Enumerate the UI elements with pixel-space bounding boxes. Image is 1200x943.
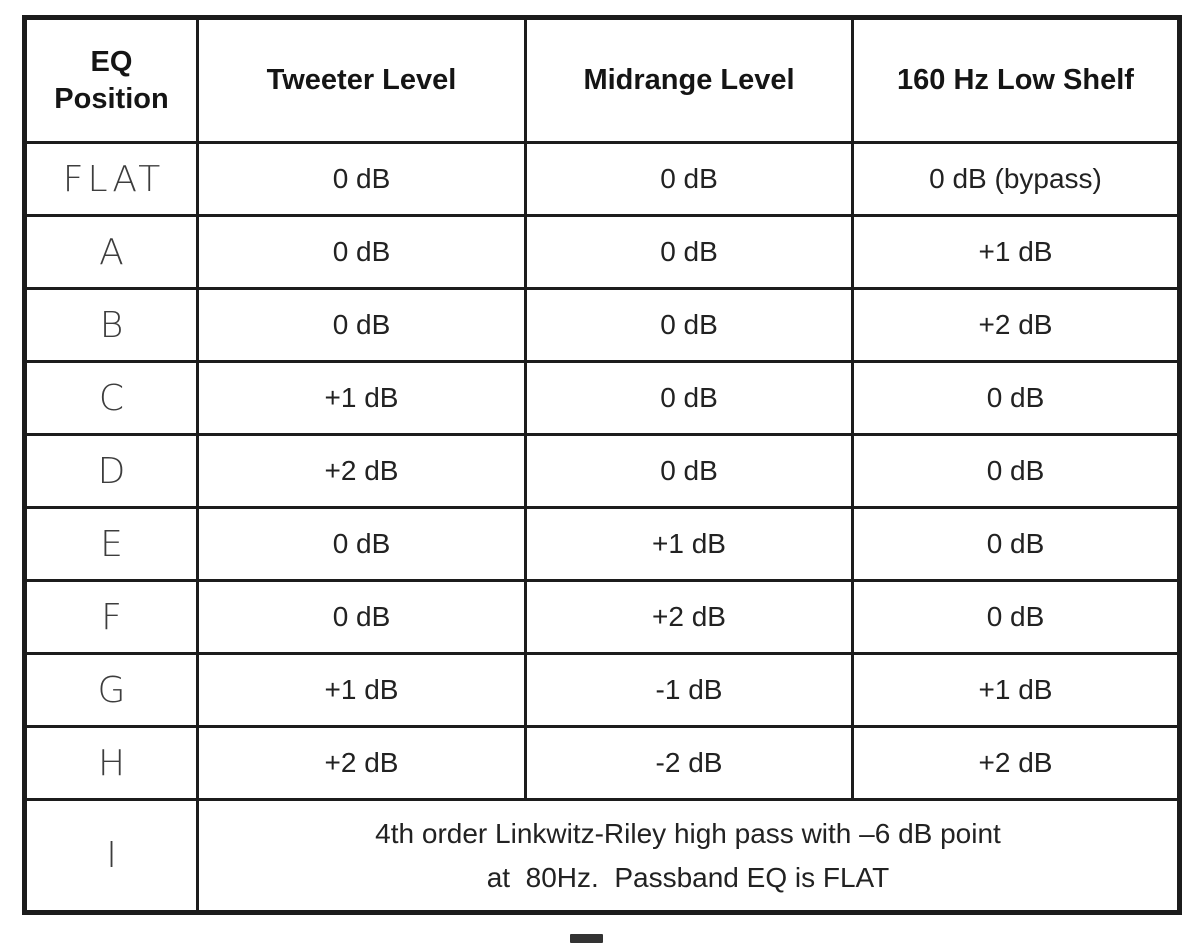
tweeter-level-cell: 0 dB: [196, 579, 527, 655]
eq-settings-table: EQ Position Tweeter Level Midrange Level…: [22, 15, 1182, 915]
eq-position-cell: G: [23, 652, 199, 728]
eq-position-cell: I: [23, 798, 199, 914]
eq-position-cell: C: [23, 360, 199, 436]
low-shelf-cell: 0 dB: [851, 579, 1181, 655]
table-row: A 0 dB 0 dB +1 dB: [23, 214, 1181, 290]
tweeter-level-cell: +1 dB: [196, 360, 527, 436]
table-row: B 0 dB 0 dB +2 dB: [23, 287, 1181, 363]
midrange-level-cell: +2 dB: [524, 579, 854, 655]
low-shelf-cell: +1 dB: [851, 214, 1181, 290]
cropped-caption-mark: [570, 934, 603, 943]
table-row: C +1 dB 0 dB 0 dB: [23, 360, 1181, 436]
midrange-level-cell: -1 dB: [524, 652, 854, 728]
header-eq-position: EQ Position: [23, 16, 199, 144]
midrange-level-cell: +1 dB: [524, 506, 854, 582]
midrange-level-cell: 0 dB: [524, 287, 854, 363]
table-row: E 0 dB +1 dB 0 dB: [23, 506, 1181, 582]
midrange-level-cell: 0 dB: [524, 214, 854, 290]
midrange-level-cell: 0 dB: [524, 433, 854, 509]
tweeter-level-cell: 0 dB: [196, 287, 527, 363]
table-row: F 0 dB +2 dB 0 dB: [23, 579, 1181, 655]
low-shelf-cell: 0 dB: [851, 433, 1181, 509]
eq-position-cell: FLAT: [23, 141, 199, 217]
table-row: G +1 dB -1 dB +1 dB: [23, 652, 1181, 728]
eq-position-cell: H: [23, 725, 199, 801]
table-header-row: EQ Position Tweeter Level Midrange Level…: [23, 16, 1181, 144]
midrange-level-cell: 0 dB: [524, 360, 854, 436]
tweeter-level-cell: +2 dB: [196, 433, 527, 509]
low-shelf-cell: 0 dB: [851, 506, 1181, 582]
description-line-2: at 80Hz. Passband EQ is FLAT: [486, 861, 890, 893]
table-row: FLAT 0 dB 0 dB 0 dB (bypass): [23, 141, 1181, 217]
tweeter-level-cell: 0 dB: [196, 141, 527, 217]
eq-position-cell: A: [23, 214, 199, 290]
position-i-description-cell: 4th order Linkwitz-Riley high pass with …: [196, 798, 1181, 914]
table-row-position-i: I 4th order Linkwitz-Riley high pass wit…: [23, 798, 1181, 914]
low-shelf-cell: 0 dB: [851, 360, 1181, 436]
eq-position-cell: E: [23, 506, 199, 582]
midrange-level-cell: -2 dB: [524, 725, 854, 801]
header-low-shelf: 160 Hz Low Shelf: [851, 16, 1181, 144]
eq-position-cell: D: [23, 433, 199, 509]
low-shelf-cell: +1 dB: [851, 652, 1181, 728]
description-line-1: 4th order Linkwitz-Riley high pass with …: [375, 818, 1001, 850]
eq-position-cell: F: [23, 579, 199, 655]
low-shelf-cell: +2 dB: [851, 287, 1181, 363]
low-shelf-cell: 0 dB (bypass): [851, 141, 1181, 217]
midrange-level-cell: 0 dB: [524, 141, 854, 217]
eq-position-cell: B: [23, 287, 199, 363]
tweeter-level-cell: +1 dB: [196, 652, 527, 728]
table-row: D +2 dB 0 dB 0 dB: [23, 433, 1181, 509]
tweeter-level-cell: +2 dB: [196, 725, 527, 801]
header-tweeter-level: Tweeter Level: [196, 16, 527, 144]
table-row: H +2 dB -2 dB +2 dB: [23, 725, 1181, 801]
header-midrange-level: Midrange Level: [524, 16, 854, 144]
low-shelf-cell: +2 dB: [851, 725, 1181, 801]
tweeter-level-cell: 0 dB: [196, 214, 527, 290]
tweeter-level-cell: 0 dB: [196, 506, 527, 582]
